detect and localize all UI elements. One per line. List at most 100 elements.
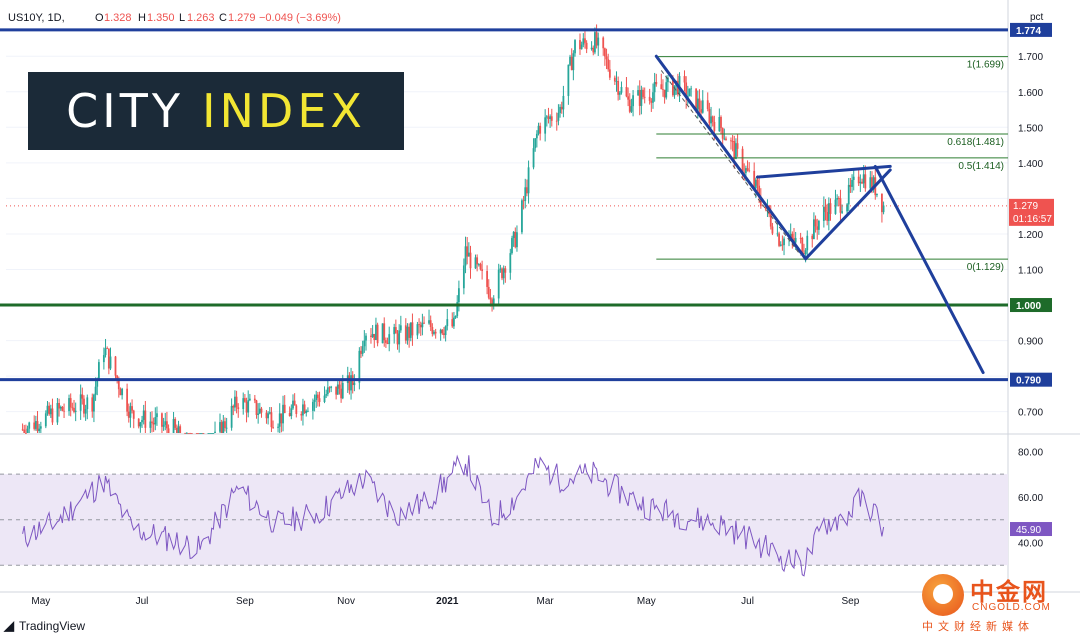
candle-body <box>280 413 283 424</box>
candle-body <box>116 375 119 380</box>
candle-body <box>232 405 235 408</box>
open-label: O <box>95 12 104 24</box>
candle-body <box>336 384 339 395</box>
candle-body <box>869 177 872 189</box>
time-tick-label: May <box>31 596 50 607</box>
candle-body <box>527 167 530 194</box>
candle-body <box>189 433 192 434</box>
candle-body <box>179 426 182 433</box>
candle-body <box>477 264 480 265</box>
candle-body <box>532 148 535 168</box>
candle-body <box>197 433 200 434</box>
candle-body <box>457 288 460 303</box>
candle-body <box>270 412 273 428</box>
candle-body <box>406 326 409 341</box>
candle-body <box>195 433 198 434</box>
rsi-tick-label: 60.00 <box>1018 493 1043 504</box>
candle-body <box>456 302 459 317</box>
candle-body <box>453 317 455 327</box>
candle-body <box>199 433 201 434</box>
candle-body <box>550 116 553 121</box>
candle-body <box>663 89 666 98</box>
candle-body <box>384 340 387 343</box>
candle-body <box>86 397 89 410</box>
candle-body <box>278 413 281 427</box>
candle-body <box>102 355 105 363</box>
time-axis[interactable]: May Jul Sep Nov 2021 Mar May Jul Sep <box>31 596 859 607</box>
candle-body <box>826 212 829 221</box>
tradingview-footer[interactable]: ◢ TradingView <box>4 618 85 634</box>
candle-body <box>386 342 389 344</box>
trend-line <box>873 164 985 375</box>
candle-body <box>638 90 641 106</box>
candle-body <box>258 408 261 414</box>
candle-body <box>212 433 215 434</box>
candle-body <box>260 408 263 413</box>
candle-body <box>51 408 54 423</box>
candle-body <box>799 237 802 239</box>
candle-body <box>671 77 674 96</box>
candle-body <box>61 406 64 411</box>
candle-body <box>235 396 238 408</box>
candle-body <box>164 421 167 425</box>
rsi-line <box>22 454 885 577</box>
candle-body <box>185 433 188 434</box>
candle-body <box>83 398 85 414</box>
fib-label: 0.5(1.414) <box>958 161 1004 172</box>
candle-body <box>48 405 51 415</box>
candle-body <box>660 84 663 90</box>
candle-body <box>408 326 411 338</box>
candle-body <box>44 413 47 427</box>
candle-body <box>81 394 84 399</box>
fib-label: 0(1.129) <box>967 262 1004 273</box>
candle-body <box>753 170 756 188</box>
candle-body <box>736 143 739 149</box>
time-tick-label: 2021 <box>436 596 459 607</box>
price-axis[interactable]: 1.279 01:16:57 1.774 1.000 0.790 0.700 0.900 1.… <box>1009 22 1054 550</box>
candle-body <box>733 141 736 159</box>
candle-body <box>783 238 785 246</box>
candle-body <box>175 427 178 433</box>
candle-body <box>152 422 155 425</box>
candle-body <box>79 394 82 411</box>
candle-body <box>754 179 757 188</box>
candle-body <box>141 419 143 423</box>
candle-body <box>499 268 502 270</box>
level-tag <box>1010 22 1052 37</box>
candle-body <box>560 106 563 110</box>
candle-body <box>96 378 99 387</box>
candle-body <box>851 179 853 187</box>
candle-body <box>340 388 343 399</box>
candle-body <box>545 116 548 118</box>
countdown-label: 01:16:57 <box>1013 214 1052 225</box>
candle-body <box>685 82 688 99</box>
candle-body <box>161 413 163 427</box>
cngold-logo-icon <box>922 574 964 616</box>
candle-body <box>91 397 94 412</box>
candle-body <box>512 231 515 239</box>
candle-body <box>36 421 39 432</box>
candle-body <box>149 421 152 428</box>
candle-body <box>489 297 492 300</box>
candle-body <box>360 350 362 354</box>
candle-body <box>607 59 610 70</box>
candle-body <box>547 116 550 119</box>
trend-line <box>804 168 892 261</box>
candle-body <box>396 333 399 345</box>
candle-body <box>617 80 620 95</box>
candle-body <box>313 400 316 402</box>
candle-body <box>151 421 153 423</box>
candle-body <box>315 394 318 401</box>
candle-body <box>504 268 507 273</box>
candle-body <box>464 246 467 266</box>
time-tick-label: Sep <box>842 596 860 607</box>
candle-body <box>38 428 41 432</box>
candle-body <box>803 253 805 255</box>
tradingview-icon: ◢ <box>4 618 14 633</box>
candle-body <box>492 298 495 305</box>
candle-body <box>602 37 605 49</box>
time-tick-label: Nov <box>337 596 355 607</box>
candle-body <box>718 116 721 132</box>
candle-body <box>316 394 319 399</box>
